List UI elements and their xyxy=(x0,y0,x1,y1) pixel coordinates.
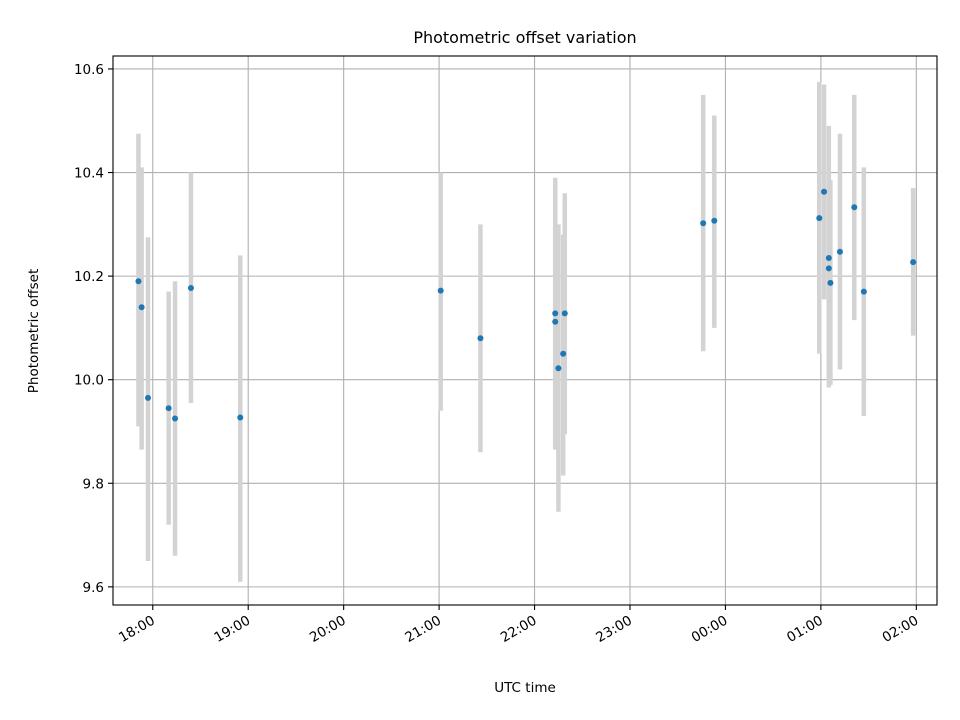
data-point xyxy=(836,248,843,255)
y-tick-label: 10.6 xyxy=(74,62,104,78)
data-point xyxy=(860,288,867,295)
data-point xyxy=(187,285,194,292)
data-point xyxy=(165,405,172,412)
data-point xyxy=(700,220,707,227)
data-point xyxy=(477,335,484,342)
data-point xyxy=(827,279,834,286)
data-point xyxy=(135,278,142,285)
y-tick-label: 10.0 xyxy=(74,373,104,389)
y-tick-label: 9.6 xyxy=(83,580,104,596)
data-point xyxy=(821,188,828,195)
plot-area-frame xyxy=(112,55,938,606)
data-point xyxy=(851,204,858,211)
chart-title: Photometric offset variation xyxy=(413,28,636,47)
data-point xyxy=(555,365,562,372)
y-axis-label: Photometric offset xyxy=(26,269,42,393)
y-tick-label: 9.8 xyxy=(83,476,104,492)
data-point xyxy=(552,318,559,325)
data-point xyxy=(816,215,823,222)
y-tick-label: 10.4 xyxy=(74,166,104,182)
data-point xyxy=(825,254,832,261)
y-axis-ticks: 9.6 9.8 10.0 10.2 10.4 10.6 xyxy=(74,62,113,596)
data-point xyxy=(561,310,568,317)
data-point xyxy=(172,415,179,422)
data-points xyxy=(135,188,917,422)
data-point xyxy=(552,310,559,317)
data-point xyxy=(825,265,832,272)
data-point xyxy=(560,350,567,357)
data-point xyxy=(138,304,145,311)
data-point xyxy=(437,287,444,294)
data-point xyxy=(144,394,151,401)
x-axis-label: UTC time xyxy=(494,680,556,696)
data-point xyxy=(910,259,917,266)
y-tick-label: 10.2 xyxy=(74,269,104,285)
data-point xyxy=(237,414,244,421)
data-point xyxy=(711,217,718,224)
